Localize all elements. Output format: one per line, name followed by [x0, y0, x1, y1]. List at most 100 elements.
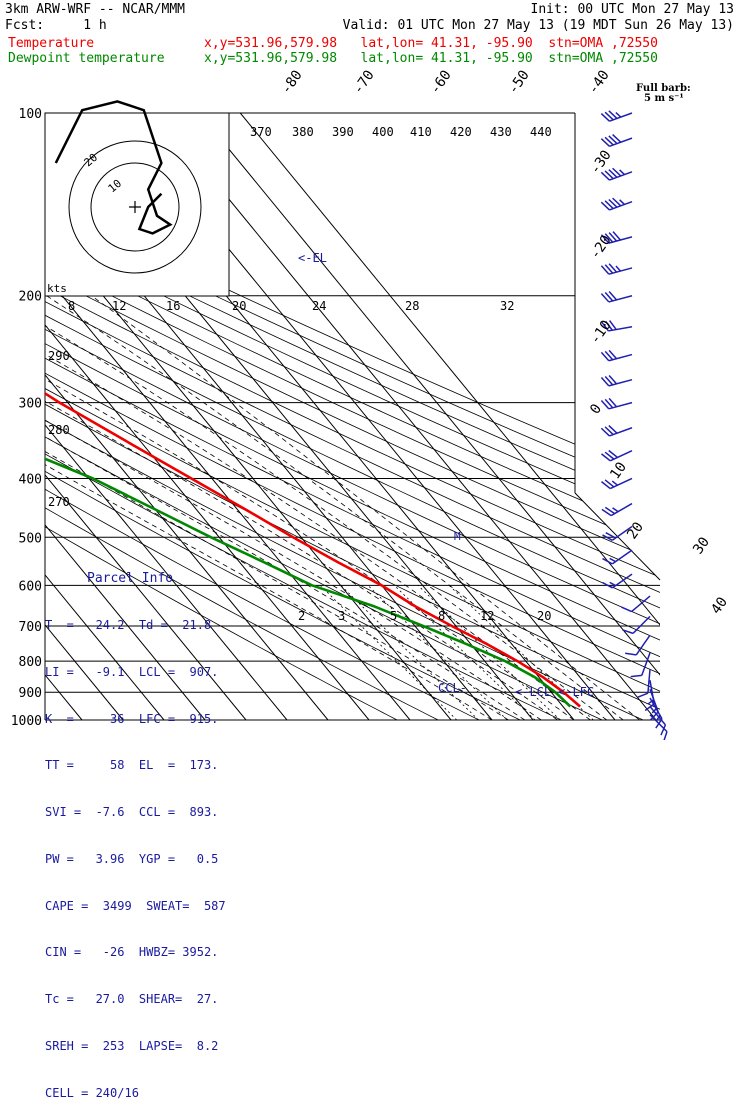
barb-half-flag: [619, 169, 625, 176]
barb-flag: [662, 731, 668, 740]
temperature-legend-info: x,y=531.96,579.98 lat,lon= 41.31, -95.90…: [204, 36, 658, 51]
isotherm-line: [45, 113, 452, 720]
barb-flag: [604, 426, 614, 436]
isotherm-line: [157, 113, 657, 720]
barb-flag: [612, 167, 622, 177]
barb-flag: [601, 321, 609, 332]
wind-barbs: [600, 110, 668, 740]
dry-adiabat: [45, 113, 660, 720]
barb-flag: [600, 112, 610, 122]
parcel-row: Tc = 27.0 SHEAR= 27.: [45, 992, 219, 1007]
barb-flag: [608, 263, 618, 273]
barb-flag: [612, 197, 622, 207]
moist-adiabat: [45, 295, 558, 720]
barb-half-flag: [647, 699, 654, 705]
level-annotation: <-EL: [298, 251, 327, 265]
barb-flag: [608, 291, 618, 301]
barb-flag: [660, 724, 667, 736]
barb-half-flag: [619, 199, 625, 205]
parcel-row: CIN = -26 HWBZ= 3952.: [45, 945, 219, 960]
mixing-ratio-line: [340, 585, 479, 720]
wind-barb: [625, 634, 651, 656]
wind-barb: [602, 549, 633, 565]
dry-adiabat: [45, 113, 660, 720]
pressure-tick-label: 600: [19, 579, 42, 594]
wind-barb: [600, 197, 633, 211]
wind-barb: [602, 573, 633, 589]
barb-staff: [609, 427, 633, 437]
wind-barb: [601, 449, 633, 462]
isotherm-label: 30: [690, 534, 713, 557]
wind-barb: [630, 652, 651, 678]
mixing-ratio-line: [367, 585, 508, 720]
pressure-tick-label: 400: [19, 472, 42, 487]
hodograph-origin: [129, 201, 141, 213]
hodograph-speed-label: 20: [232, 299, 246, 313]
valid-time: Valid: 01 UTC Mon 27 May 13 (19 MDT Sun …: [342, 18, 734, 33]
theta-label: 420: [450, 125, 472, 139]
isotherm-line: [198, 113, 660, 720]
barb-flag: [622, 629, 634, 635]
barb-half-flag: [615, 265, 621, 272]
theta-label: 440: [530, 125, 552, 139]
level-annotation: <-LFC: [558, 685, 594, 699]
temperature-trace: [45, 113, 581, 708]
model-title: 3km ARW-WRF -- NCAR/MMM: [5, 2, 186, 17]
pressure-tick-label: 200: [19, 290, 42, 305]
wind-barb: [600, 349, 633, 362]
barb-flag: [602, 581, 613, 589]
barb-staff: [609, 137, 633, 148]
parcel-row: SVI = -7.6 CCL = 893.: [45, 805, 219, 820]
barb-flag: [605, 532, 616, 539]
dry-adiabat: [45, 113, 660, 720]
parcel-info-title: Parcel Info: [87, 571, 174, 587]
wind-barb: [602, 525, 633, 541]
wind-barb: [600, 167, 633, 181]
isotherm-label: -20: [587, 232, 615, 262]
barb-flag: [600, 234, 610, 244]
barb-flag: [600, 201, 610, 211]
hodograph-unit-label: kts: [47, 282, 67, 295]
dry-adiabat: [45, 113, 439, 720]
wind-barb: [600, 424, 633, 437]
dewpoint-legend-label: Dewpoint temperature: [8, 51, 165, 66]
barb-half-flag: [611, 480, 618, 486]
barb-half-flag: [609, 557, 616, 563]
barb-flag: [604, 170, 614, 180]
wind-barb: [600, 133, 633, 148]
wind-barb: [600, 374, 633, 387]
barb-flag: [608, 110, 618, 120]
isotherm-label: -80: [278, 67, 306, 97]
dry-adiabat: [45, 113, 660, 720]
barb-flag: [604, 233, 614, 243]
dry-adiabat: [45, 113, 660, 720]
parcel-row: K = 36 LFC = 915.: [45, 711, 219, 726]
parcel-row: CELL = 240/16: [45, 1085, 139, 1100]
barb-flag: [601, 508, 612, 517]
dry-adiabat: [45, 113, 603, 720]
barb-flag: [604, 375, 614, 386]
temperature-legend-label: Temperature: [8, 36, 95, 51]
barb-flag: [649, 711, 659, 721]
barb-flag: [608, 424, 618, 434]
mixing-ratio-label: 2: [298, 609, 305, 623]
isotherm-label: -70: [350, 67, 378, 97]
parcel-row: PW = 3.96 YGP = 0.5: [45, 851, 219, 866]
wind-barb: [600, 110, 633, 122]
theta-label: 410: [410, 125, 432, 139]
parcel-row: SREH = 253 LAPSE= 8.2: [45, 1039, 219, 1053]
hodograph-trace: [54, 100, 173, 235]
thetae-label: 280: [48, 423, 70, 437]
wind-barb: [600, 263, 633, 275]
wind-barb: [637, 669, 651, 699]
theta-label: 400: [372, 125, 394, 139]
isotherm-label: 0: [587, 401, 605, 417]
hodograph-speed-label: 32: [500, 299, 514, 313]
theta-label: 370: [250, 125, 272, 139]
dry-adiabat: [45, 113, 660, 720]
barb-staff: [609, 171, 633, 181]
theta-label: 430: [490, 125, 512, 139]
level-annotation: <-LCL: [515, 685, 551, 699]
barb-flag: [630, 674, 642, 678]
